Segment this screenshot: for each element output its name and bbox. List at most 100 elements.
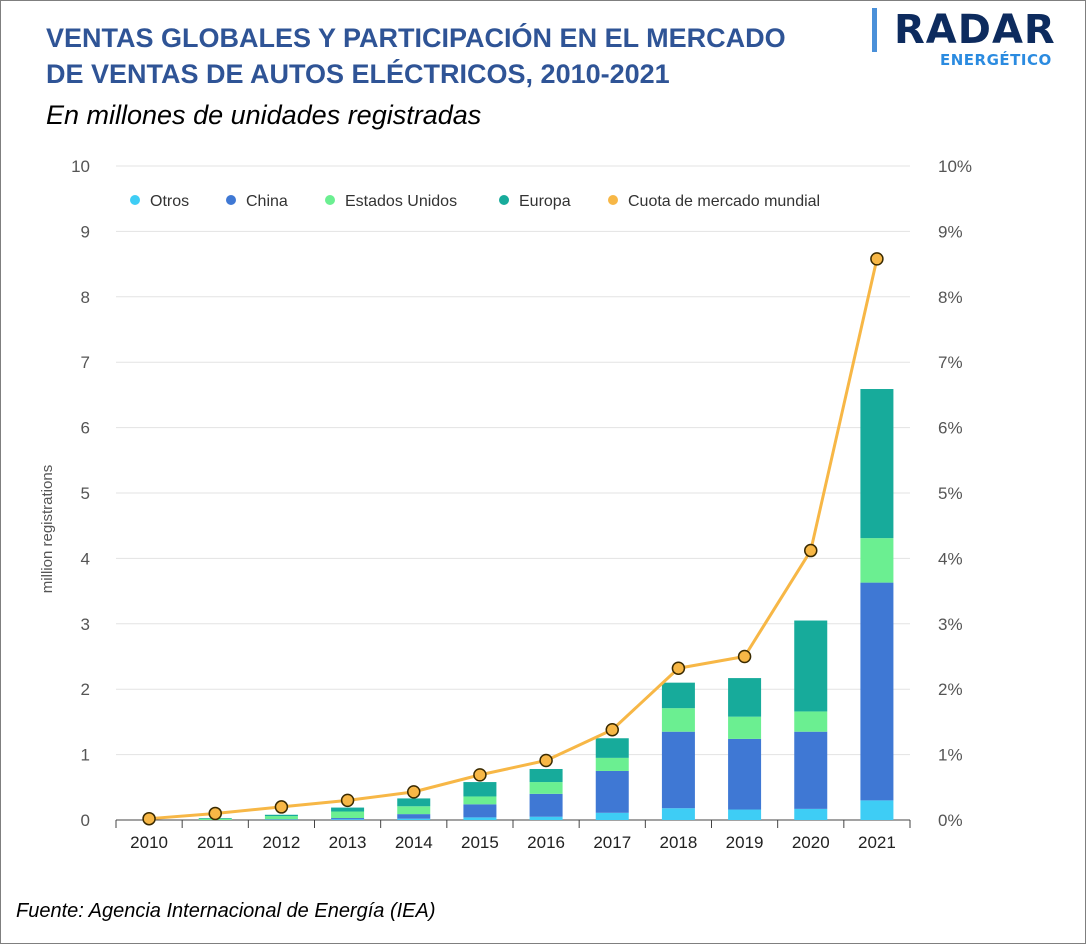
y2-tick-label: 6% xyxy=(938,419,963,438)
bar-segment-estados-unidos xyxy=(463,796,497,805)
legend-label: China xyxy=(246,193,288,210)
legend-marker xyxy=(325,195,335,205)
market-share-point xyxy=(804,543,818,558)
y-tick-label: 2 xyxy=(81,680,90,699)
y-tick-label: 6 xyxy=(81,419,90,438)
bar-segment-estados-unidos xyxy=(728,716,762,739)
legend-marker xyxy=(130,195,140,205)
legend-label: Estados Unidos xyxy=(345,193,457,210)
market-share-point xyxy=(340,793,355,808)
x-tick-label: 2014 xyxy=(395,833,433,852)
market-share-point xyxy=(142,811,156,826)
bar-segment-estados-unidos xyxy=(264,816,298,820)
bar-segment-otros xyxy=(595,812,629,820)
y-axis-label: million registrations xyxy=(39,465,56,593)
x-tick-label: 2021 xyxy=(858,833,896,852)
y-tick-label: 5 xyxy=(81,484,90,503)
bar-segment-china xyxy=(331,818,365,820)
bar-segment-estados-unidos xyxy=(794,711,828,732)
y2-tick-label: 3% xyxy=(938,615,963,634)
y2-tick-label: 0% xyxy=(938,811,963,830)
bar-segment-china xyxy=(728,738,762,810)
x-tick-label: 2010 xyxy=(130,833,168,852)
bar-segment-otros xyxy=(529,816,563,820)
bar-segment-china xyxy=(463,804,497,818)
bar-segment-europa xyxy=(264,814,298,817)
y-tick-label: 4 xyxy=(81,549,90,568)
market-share-point xyxy=(407,785,421,799)
x-tick-label: 2016 xyxy=(527,833,565,852)
y-tick-label: 1 xyxy=(81,746,90,765)
chart-title: VENTAS GLOBALES Y PARTICIPACIÓN EN EL ME… xyxy=(46,20,846,92)
market-share-point xyxy=(208,806,222,821)
bar-segment-otros xyxy=(794,808,828,820)
market-share-point xyxy=(473,768,487,782)
y2-tick-label: 9% xyxy=(938,222,963,241)
chart-subtitle: En millones de unidades registradas xyxy=(46,100,482,130)
x-tick-label: 2013 xyxy=(329,833,367,852)
logo-sub-text: ENERGÉTICO xyxy=(940,51,1052,69)
market-share-point xyxy=(737,649,752,664)
y-tick-label: 10 xyxy=(71,157,90,176)
legend-marker xyxy=(608,195,618,205)
market-share-point xyxy=(870,252,884,266)
legend-label: Europa xyxy=(519,193,571,210)
bar-segment-estados-unidos xyxy=(397,806,431,815)
y2-tick-label: 5% xyxy=(938,484,963,503)
legend-marker xyxy=(226,195,236,205)
bar-segment-otros xyxy=(397,818,431,820)
source-note: Fuente: Agencia Internacional de Energía… xyxy=(16,900,436,922)
bar-segment-otros xyxy=(331,819,365,820)
bar-segment-europa xyxy=(860,389,894,539)
market-share-point xyxy=(671,661,686,676)
title-line-1: VENTAS GLOBALES Y PARTICIPACIÓN EN EL ME… xyxy=(46,23,786,53)
y2-tick-label: 2% xyxy=(938,680,963,699)
bar-segment-europa xyxy=(463,782,497,797)
x-tick-label: 2017 xyxy=(593,833,631,852)
legend-label: Cuota de mercado mundial xyxy=(628,193,820,210)
y2-tick-label: 8% xyxy=(938,288,963,307)
bar-segment-china xyxy=(264,819,298,820)
legend-label: Otros xyxy=(150,193,189,210)
y-tick-label: 0 xyxy=(81,811,90,830)
legend-marker xyxy=(499,195,509,205)
bar-segment-europa xyxy=(728,678,762,717)
bar-segment-europa xyxy=(794,620,828,712)
y-tick-label: 8 xyxy=(81,288,90,307)
radar-energetico-logo: RADAR ENERGÉTICO xyxy=(868,6,1068,70)
bar-segment-estados-unidos xyxy=(595,757,629,771)
bar-segment-otros xyxy=(463,817,497,820)
bar-segment-estados-unidos xyxy=(331,811,365,819)
y-tick-label: 9 xyxy=(81,222,90,241)
market-share-point xyxy=(274,800,289,814)
bar-segment-china xyxy=(794,731,828,809)
bar-segment-otros xyxy=(661,808,695,820)
y-tick-label: 3 xyxy=(81,615,90,634)
bar-segment-europa xyxy=(595,738,629,758)
title-line-2: DE VENTAS DE AUTOS ELÉCTRICOS, 2010-2021 xyxy=(46,59,670,89)
bar-segment-estados-unidos xyxy=(661,708,695,732)
bar-segment-china xyxy=(397,814,431,819)
x-tick-label: 2018 xyxy=(660,833,698,852)
y2-tick-label: 4% xyxy=(938,549,963,568)
market-share-line xyxy=(148,258,879,821)
y2-tick-label: 10% xyxy=(938,157,972,176)
x-tick-label: 2012 xyxy=(263,833,301,852)
bar-segment-china xyxy=(860,582,894,801)
bar-segment-otros xyxy=(728,809,762,820)
bar-segment-estados-unidos xyxy=(529,782,563,794)
bar-segment-estados-unidos xyxy=(860,538,894,583)
bar-segment-europa xyxy=(397,798,431,807)
bar-segment-china xyxy=(661,731,695,809)
market-share-point xyxy=(605,722,619,737)
stacked-bar-line-chart: 0 1 2 3 4 5 6 7 8 9 10 0% 1% 2% 3% 4% 5% 6% 7% 8% 9% 10% milli… xyxy=(39,157,972,852)
x-tick-label: 2020 xyxy=(792,833,830,852)
logo-accent-bar xyxy=(872,8,877,52)
bar-segment-otros xyxy=(860,800,894,820)
bar-segment-europa xyxy=(529,768,563,783)
legend-box xyxy=(114,178,864,224)
bar-segment-china xyxy=(595,770,629,813)
y-tick-label: 7 xyxy=(81,353,90,372)
bar-segment-china xyxy=(529,793,563,817)
bar-segment-europa xyxy=(331,807,365,812)
